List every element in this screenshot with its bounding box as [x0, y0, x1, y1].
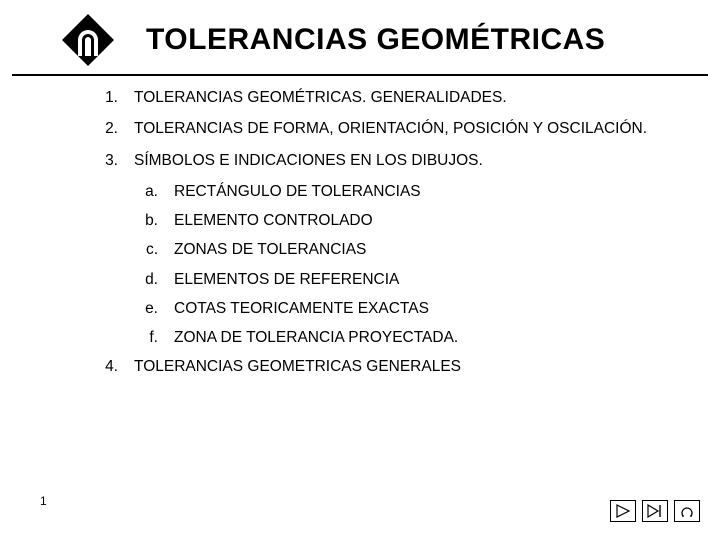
list-item: 2. TOLERANCIAS DE FORMA, ORIENTACIÓN, PO… — [92, 117, 660, 140]
sub-item-text: COTAS TEORICAMENTE EXACTAS — [174, 297, 429, 320]
list-item: 4. TOLERANCIAS GEOMETRICAS GENERALES — [92, 355, 660, 378]
sub-list-item: a. RECTÁNGULO DE TOLERANCIAS — [134, 180, 660, 203]
item-text: TOLERANCIAS GEOMETRICAS GENERALES — [134, 355, 660, 378]
item-text: TOLERANCIAS DE FORMA, ORIENTACIÓN, POSIC… — [134, 117, 660, 140]
sub-item-text: RECTÁNGULO DE TOLERANCIAS — [174, 180, 421, 203]
sub-list-item: f. ZONA DE TOLERANCIA PROYECTADA. — [134, 326, 660, 349]
item-number: 1. — [92, 86, 118, 109]
sub-item-label: d. — [134, 268, 158, 291]
content-outline: 1. TOLERANCIAS GEOMÉTRICAS. GENERALIDADE… — [0, 76, 720, 379]
item-number: 3. — [92, 149, 118, 172]
sub-list-item: c. ZONAS DE TOLERANCIAS — [134, 238, 660, 261]
return-icon — [679, 504, 695, 518]
next-button[interactable] — [610, 500, 636, 522]
list-item: 3. SÍMBOLOS E INDICACIONES EN LOS DIBUJO… — [92, 149, 660, 172]
item-number: 2. — [92, 117, 118, 140]
sub-item-label: b. — [134, 209, 158, 232]
list-item: 1. TOLERANCIAS GEOMÉTRICAS. GENERALIDADE… — [92, 86, 660, 109]
play-icon — [615, 504, 631, 518]
sub-list-item: d. ELEMENTOS DE REFERENCIA — [134, 268, 660, 291]
sub-list-item: b. ELEMENTO CONTROLADO — [134, 209, 660, 232]
item-number: 4. — [92, 355, 118, 378]
main-list-cont: 4. TOLERANCIAS GEOMETRICAS GENERALES — [92, 355, 660, 378]
header: TOLERANCIAS GEOMÉTRICAS — [12, 0, 708, 76]
sub-item-text: ELEMENTO CONTROLADO — [174, 209, 373, 232]
sub-item-text: ZONAS DE TOLERANCIAS — [174, 238, 366, 261]
item-text: SÍMBOLOS E INDICACIONES EN LOS DIBUJOS. — [134, 149, 660, 172]
nav-controls — [610, 500, 700, 522]
item-text: TOLERANCIAS GEOMÉTRICAS. GENERALIDADES. — [134, 86, 660, 109]
sub-list: a. RECTÁNGULO DE TOLERANCIAS b. ELEMENTO… — [134, 180, 660, 350]
sub-item-text: ELEMENTOS DE REFERENCIA — [174, 268, 399, 291]
page-title: TOLERANCIAS GEOMÉTRICAS — [146, 23, 605, 57]
sub-item-label: e. — [134, 297, 158, 320]
page-number: 1 — [40, 494, 47, 508]
sub-item-label: c. — [134, 238, 158, 261]
last-button[interactable] — [642, 500, 668, 522]
logo-icon — [60, 12, 116, 68]
sub-list-item: e. COTAS TEORICAMENTE EXACTAS — [134, 297, 660, 320]
sub-item-label: a. — [134, 180, 158, 203]
sub-item-text: ZONA DE TOLERANCIA PROYECTADA. — [174, 326, 458, 349]
sub-item-label: f. — [134, 326, 158, 349]
skip-forward-icon — [647, 504, 663, 518]
main-list: 1. TOLERANCIAS GEOMÉTRICAS. GENERALIDADE… — [92, 86, 660, 172]
return-button[interactable] — [674, 500, 700, 522]
